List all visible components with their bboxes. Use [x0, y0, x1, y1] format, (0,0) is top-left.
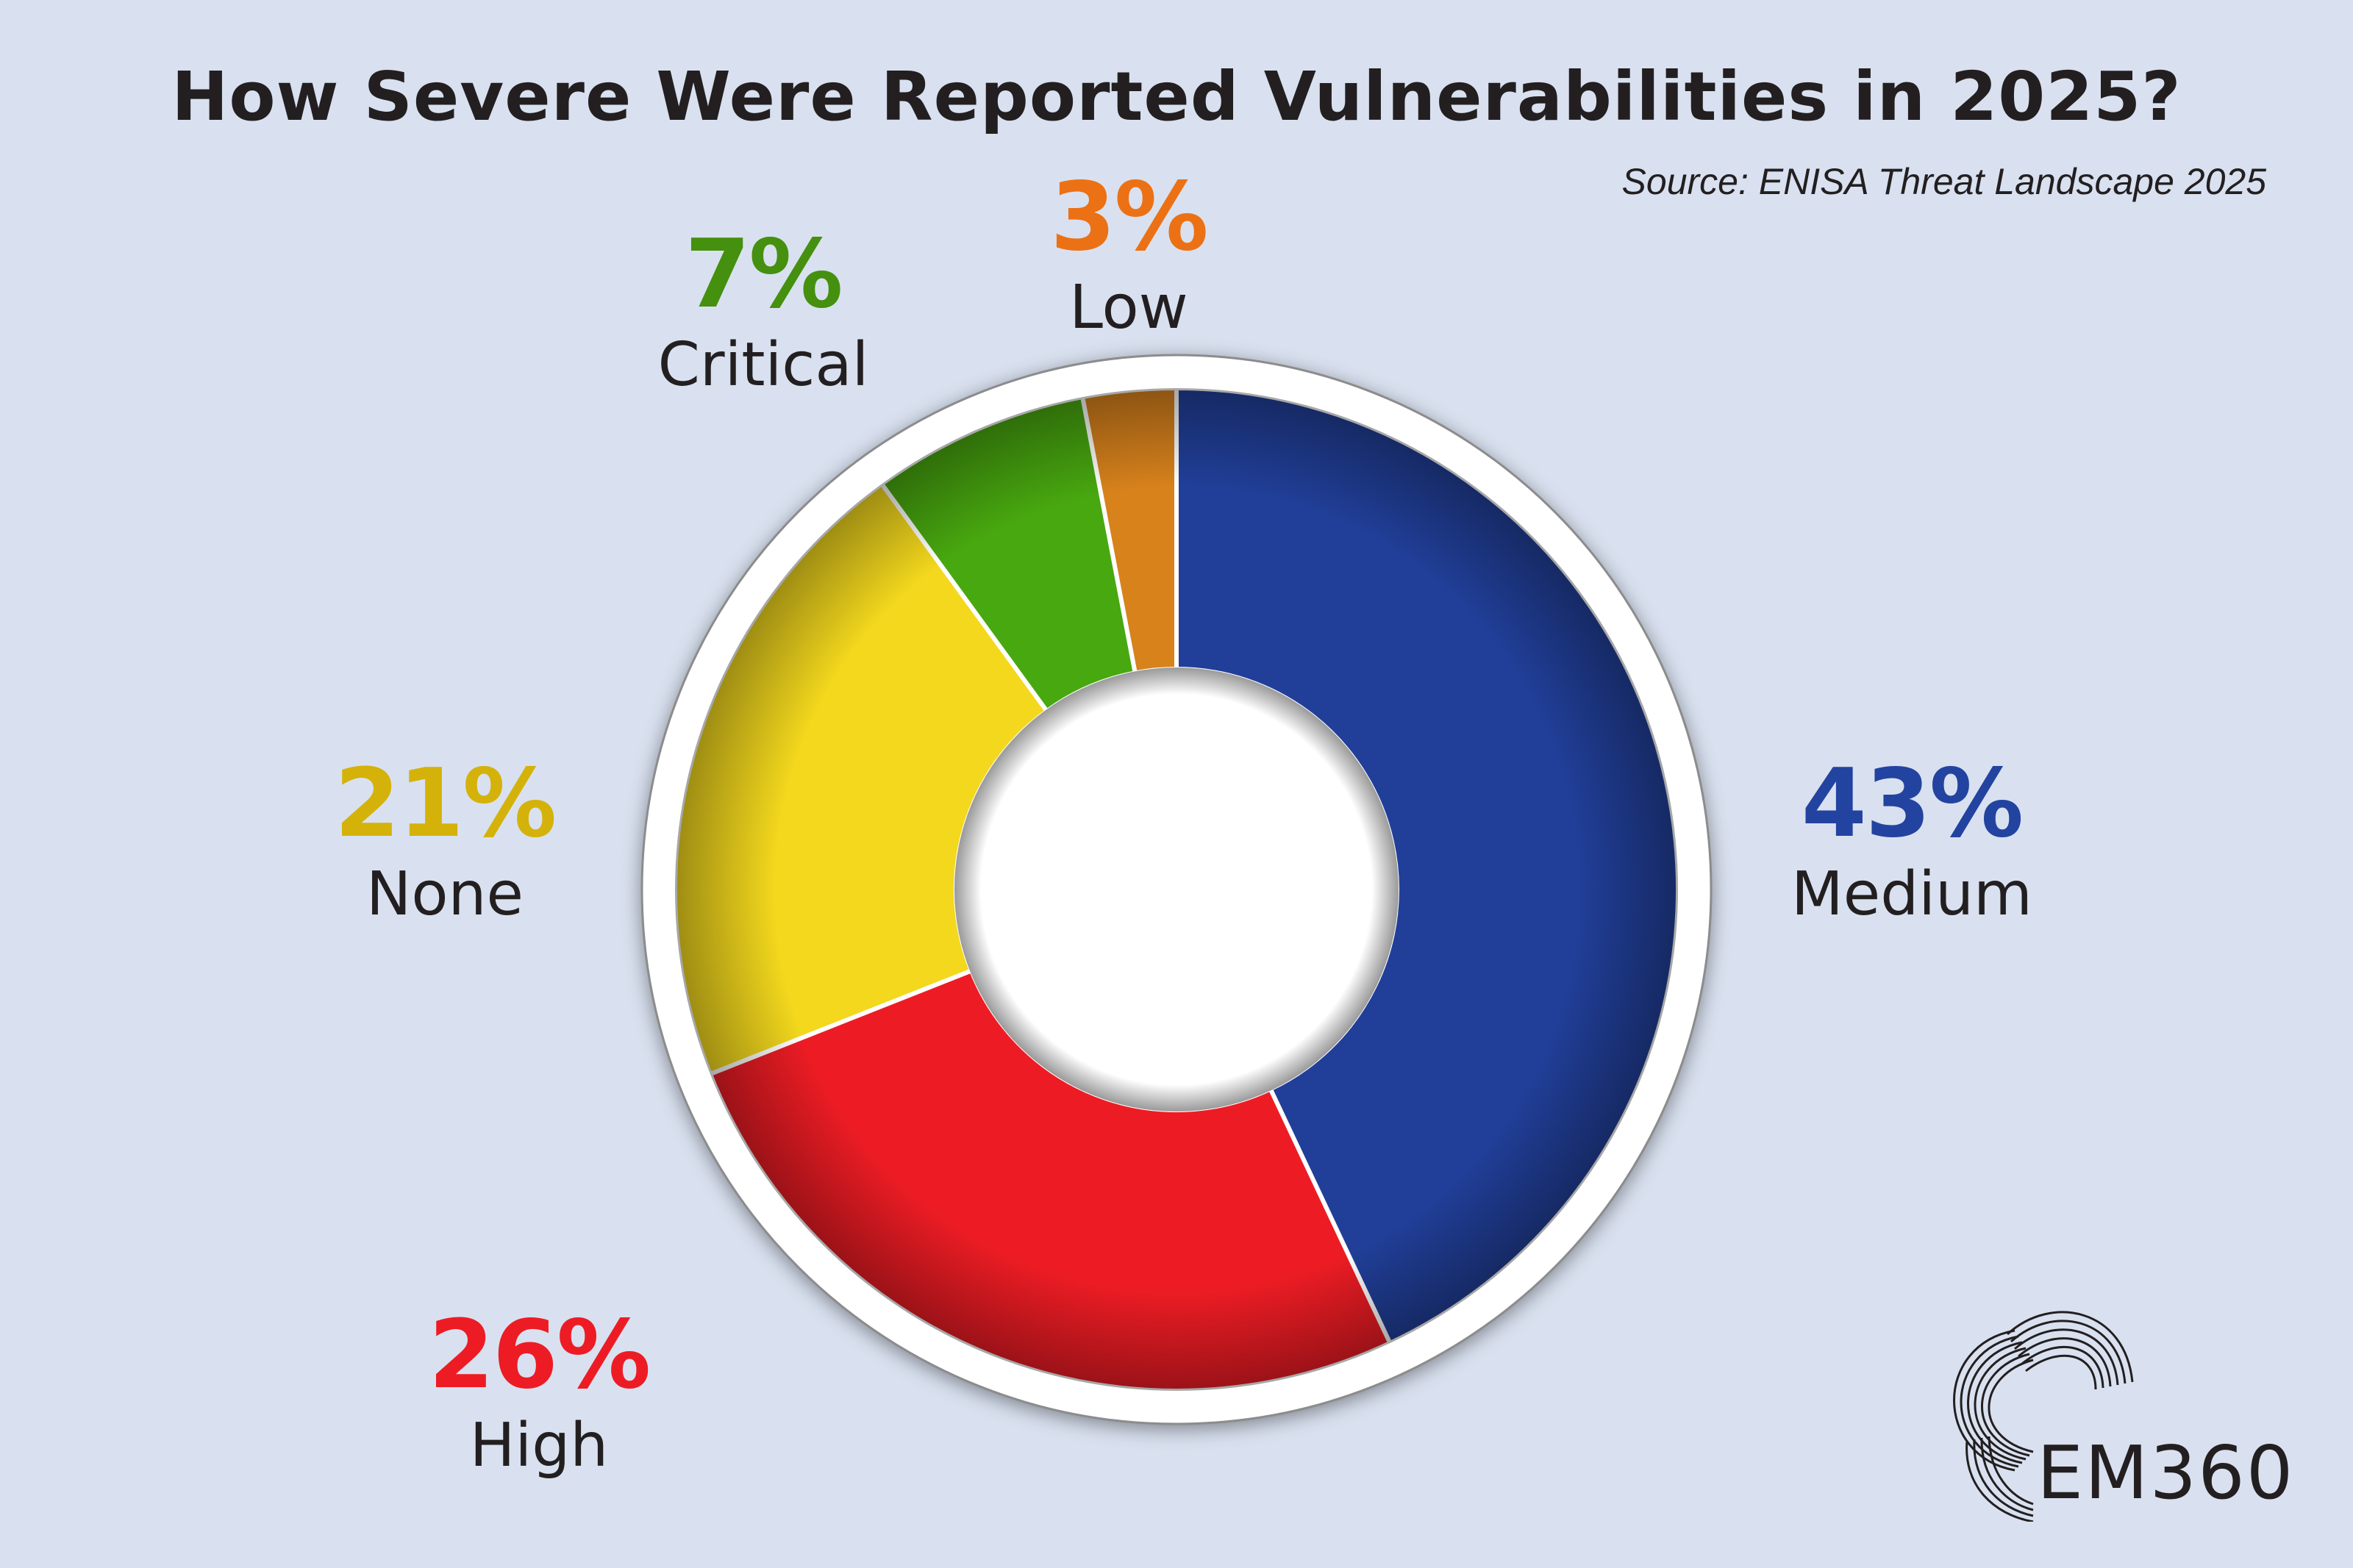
- chart-source: Source: ENISA Threat Landscape 2025: [1621, 161, 2266, 202]
- label-low-name: Low: [1069, 273, 1188, 343]
- label-critical-pct: 7%: [685, 220, 843, 329]
- label-high-pct: 26%: [428, 1300, 651, 1410]
- label-high-name: High: [469, 1411, 609, 1481]
- em360-logo-text: EM360: [2037, 1430, 2295, 1516]
- label-low: 3% Low: [1050, 162, 1208, 343]
- label-medium: 43% Medium: [1791, 757, 2032, 925]
- label-none-pct: 21%: [334, 749, 557, 859]
- label-critical-name: Critical: [657, 330, 869, 400]
- label-medium-pct: 43%: [1801, 749, 2024, 859]
- label-medium-name: Medium: [1791, 859, 2032, 929]
- label-critical: 7% Critical: [658, 228, 869, 395]
- label-none: 21% None: [334, 749, 557, 929]
- chart-title: How Severe Were Reported Vulnerabilities…: [171, 57, 2182, 136]
- label-none-name: None: [366, 859, 524, 929]
- label-low-pct: 3%: [1050, 162, 1208, 272]
- em360-wave-logo-icon: [1953, 1311, 2134, 1522]
- label-high: 26% High: [428, 1300, 651, 1481]
- donut-hole: [954, 667, 1399, 1111]
